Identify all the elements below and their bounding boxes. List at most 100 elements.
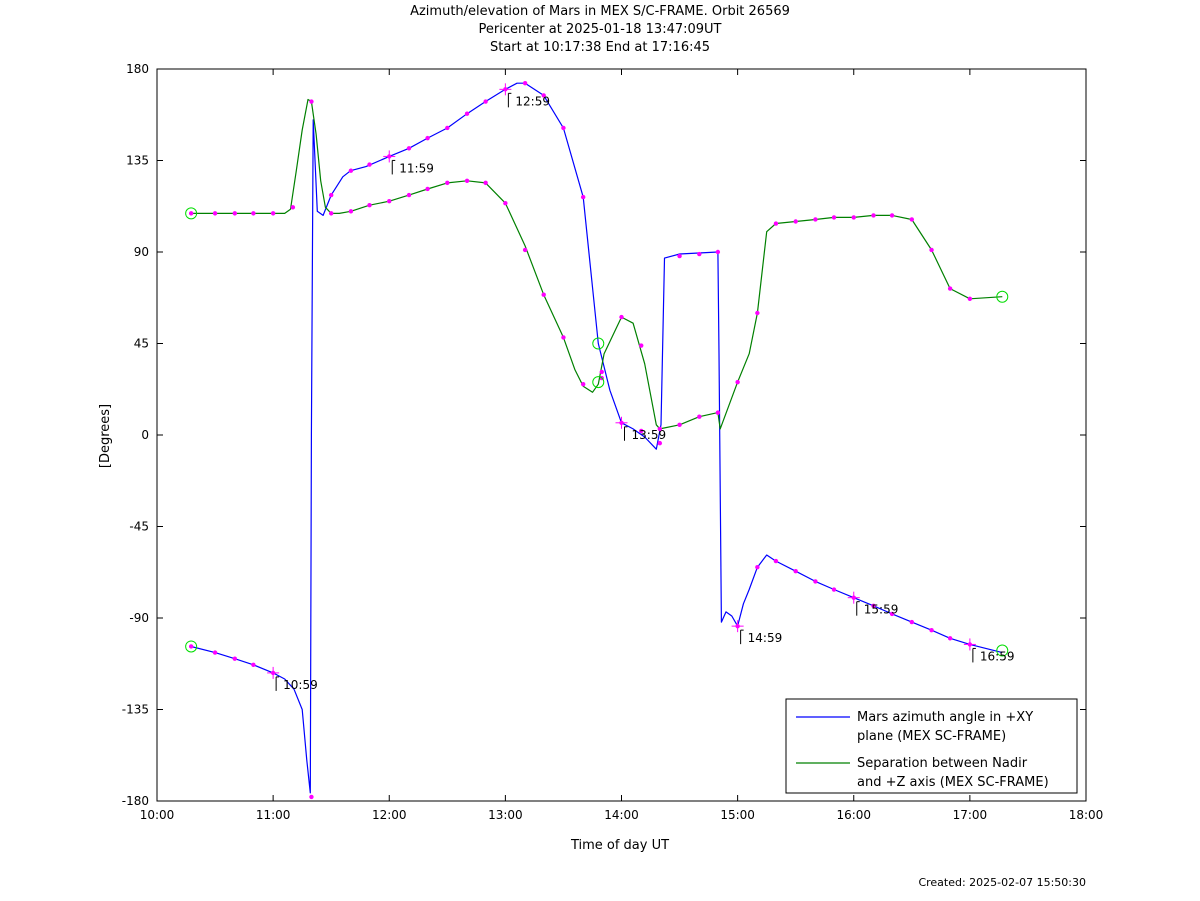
x-tick-label: 14:00 (604, 808, 639, 822)
separation-point (677, 422, 682, 428)
separation-point (755, 310, 760, 316)
azimuth-point (425, 135, 430, 141)
x-tick-label: 15:00 (720, 808, 755, 822)
separation-point (851, 215, 856, 220)
y-tick-label: -135 (122, 703, 149, 717)
separation-point (599, 369, 604, 375)
chart-subtitle-pericenter: Pericenter at 2025-01-18 13:47:09UT (478, 22, 722, 37)
legend-box (785, 698, 1078, 794)
legend-label-azimuth: plane (MEX SC-FRAME) (857, 729, 1006, 744)
azimuth-point (328, 192, 334, 198)
azimuth-endpoint-marker (996, 644, 1009, 657)
separation-point (871, 213, 876, 218)
azimuth-point (929, 628, 934, 633)
azimuth-point (773, 558, 779, 564)
separation-point (541, 292, 546, 297)
azimuth-point (657, 440, 663, 446)
separation-point (929, 247, 934, 253)
legend-label-separation: and +Z axis (MEX SC-FRAME) (857, 775, 1049, 790)
azimuth-point (813, 579, 818, 584)
azimuth-point (445, 125, 450, 131)
y-tick-label: 135 (126, 154, 149, 168)
separation-point (889, 213, 895, 218)
separation-point (232, 211, 238, 216)
separation-point (813, 217, 818, 222)
legend-label-azimuth: Mars azimuth angle in +XY (857, 710, 1033, 725)
azimuth-endpoint-marker (185, 640, 198, 653)
separation-point (657, 426, 663, 432)
separation-point (773, 221, 779, 226)
y-tick-label: -180 (122, 794, 149, 808)
azimuth-point (348, 168, 354, 173)
separation-endpoint-marker (592, 376, 605, 389)
separation-point (967, 296, 973, 301)
separation-point (793, 219, 798, 224)
separation-point (503, 201, 508, 206)
separation-point (251, 211, 256, 216)
azimuth-point (406, 146, 412, 151)
separation-point (348, 209, 354, 214)
azimuth-point (947, 636, 953, 641)
y-tick-label: -45 (129, 520, 149, 534)
azimuth-point (541, 93, 546, 98)
azimuth-point (212, 650, 218, 655)
x-tick-label: 18:00 (1069, 808, 1104, 822)
azimuth-point (793, 569, 798, 574)
azimuth-point (561, 125, 566, 131)
x-tick-label: 10:00 (140, 808, 175, 822)
axes: 10:00 11:00 12:00 13:00 14:00 15:00 16:00 17:00… (122, 62, 1104, 822)
azimuth-point (889, 611, 895, 617)
legend-label-separation: Separation between Nadir (857, 756, 1028, 771)
y-tick-label: 180 (126, 62, 149, 76)
separation-point (387, 198, 392, 204)
series-group: 10:59 12:59 13:59 14:59 15:59 16:59 11:59 (185, 81, 1014, 800)
azimuth-point (251, 662, 256, 667)
azimuth-point (483, 99, 488, 104)
x-tick-label: 16:00 (836, 808, 871, 822)
hour-label: 12:59 (515, 94, 550, 108)
hour-label: 13:59 (632, 428, 667, 442)
separation-point (715, 410, 721, 415)
separation-point (309, 99, 314, 104)
separation-point (445, 180, 450, 186)
separation-point (831, 215, 837, 220)
chart-subtitle-time-range: Start at 10:17:38 End at 17:16:45 (489, 40, 711, 55)
x-tick-label: 11:00 (256, 808, 291, 822)
separation-point (947, 286, 953, 291)
chart-title: Azimuth/elevation of Mars in MEX S/C-FRA… (410, 4, 790, 19)
created-timestamp: Created: 2025-02-07 15:50:30 (918, 876, 1086, 889)
hour-label: 11:59 (399, 161, 434, 175)
separation-point (406, 192, 412, 198)
separation-point (188, 211, 194, 216)
separation-point (639, 343, 644, 348)
separation-point (212, 211, 218, 216)
separation-point (522, 247, 528, 253)
separation-point (270, 211, 276, 216)
azimuth-point (367, 162, 372, 167)
separation-point (464, 178, 470, 184)
x-tick-label: 12:00 (372, 808, 407, 822)
separation-point (909, 217, 915, 222)
y-axis-label: [Degrees] (98, 404, 113, 468)
azimuth-point (188, 644, 194, 649)
separation-point (561, 335, 566, 340)
y-tick-label: 45 (134, 337, 149, 351)
y-tick-label: 0 (141, 428, 149, 442)
azimuth-point (831, 587, 837, 592)
azimuth-point (909, 619, 915, 625)
azimuth-point (715, 249, 721, 255)
separation-point (735, 379, 740, 385)
separation-point (290, 205, 296, 210)
azimuth-point (309, 794, 314, 800)
azimuth-point (871, 603, 876, 608)
azimuth-point (580, 194, 586, 200)
x-tick-label: 17:00 (953, 808, 988, 822)
azimuth-point (639, 428, 644, 434)
legend: Mars azimuth angle in +XY plane (MEX SC-F… (785, 698, 1078, 794)
azimuth-point (464, 111, 470, 116)
x-axis-label: Time of day UT (570, 838, 669, 853)
azimuth-point (697, 251, 702, 257)
separation-point (619, 314, 624, 320)
hour-label: 14:59 (748, 631, 783, 645)
